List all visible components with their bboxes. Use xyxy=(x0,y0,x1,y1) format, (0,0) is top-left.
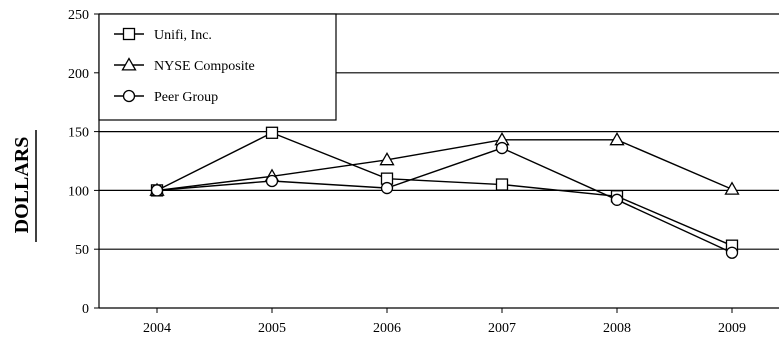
data-point-peer-group-2007 xyxy=(495,141,509,155)
data-point-nyse-composite-2008 xyxy=(609,132,625,146)
y-axis-label: DOLLARS xyxy=(11,137,33,234)
legend-label-peer-group: Peer Group xyxy=(154,90,218,105)
legend-label-unifi-inc: Unifi, Inc. xyxy=(154,28,212,43)
series-line-nyse-composite xyxy=(156,139,733,192)
series-nyse-composite xyxy=(149,132,740,196)
x-tick-label-2004: 2004 xyxy=(143,321,171,336)
data-point-peer-group-2005 xyxy=(265,174,279,188)
legend-marker-peer-group xyxy=(122,89,136,103)
y-tick-label-50: 50 xyxy=(75,243,89,258)
series-unifi-inc xyxy=(150,126,739,252)
data-point-nyse-composite-2006 xyxy=(379,152,395,166)
legend-box xyxy=(98,13,337,121)
legend-marker-unifi-inc xyxy=(122,27,136,41)
data-point-unifi-inc-2007 xyxy=(495,178,509,191)
series-line-unifi-inc xyxy=(156,132,733,247)
data-point-peer-group-2009 xyxy=(725,246,739,259)
x-tick-label-2005: 2005 xyxy=(258,321,286,336)
x-tick-label-2006: 2006 xyxy=(373,321,401,336)
x-tick-label-2007: 2007 xyxy=(488,321,516,336)
legend-marker-nyse-composite xyxy=(121,57,137,71)
x-tick-label-2008: 2008 xyxy=(603,321,631,336)
data-point-unifi-inc-2005 xyxy=(265,126,279,139)
series-line-peer-group xyxy=(156,147,733,254)
x-tick-label-2009: 2009 xyxy=(718,321,746,336)
data-point-nyse-composite-2009 xyxy=(724,181,740,195)
y-tick-label-200: 200 xyxy=(68,67,89,82)
data-point-peer-group-2008 xyxy=(610,193,624,206)
series-peer-group xyxy=(150,141,739,259)
y-tick-label-0: 0 xyxy=(82,302,89,317)
y-tick-label-100: 100 xyxy=(68,184,89,199)
data-point-peer-group-2004 xyxy=(150,184,164,197)
legend-label-nyse-composite: NYSE Composite xyxy=(154,59,255,74)
data-point-peer-group-2006 xyxy=(380,181,394,195)
y-tick-label-150: 150 xyxy=(68,126,89,141)
y-tick-label-250: 250 xyxy=(68,8,89,23)
